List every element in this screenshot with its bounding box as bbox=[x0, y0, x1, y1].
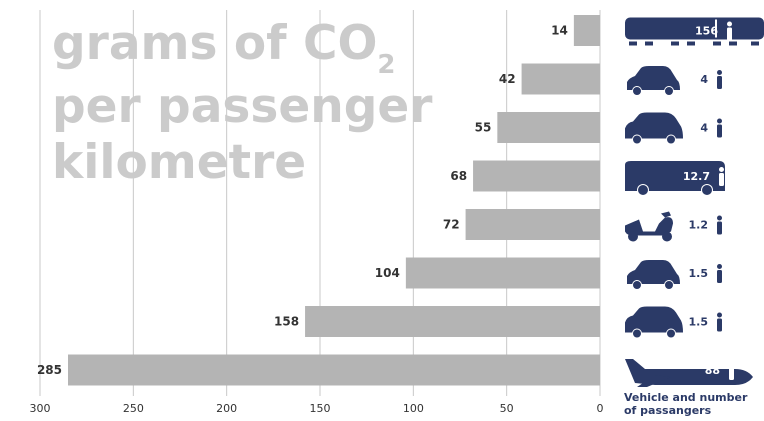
bar-value-label: 42 bbox=[499, 72, 516, 86]
x-tick-label: 100 bbox=[403, 402, 424, 415]
passenger-count: 1.2 bbox=[689, 219, 709, 232]
x-tick-label: 300 bbox=[30, 402, 51, 415]
bar bbox=[305, 306, 600, 337]
person-body bbox=[727, 27, 732, 41]
bar bbox=[405, 257, 600, 289]
bar bbox=[473, 160, 600, 192]
x-tick-label: 50 bbox=[500, 402, 514, 415]
vehicle-label: Vehicle and number of passangers bbox=[624, 391, 747, 417]
passenger-count: 88 bbox=[705, 364, 720, 377]
person-body bbox=[717, 270, 722, 283]
person-icon bbox=[717, 118, 722, 138]
bar-value-label: 55 bbox=[475, 121, 492, 135]
bar bbox=[573, 15, 600, 46]
passenger-count: 4 bbox=[700, 122, 708, 135]
person-icon bbox=[717, 312, 722, 332]
title-line-2: per passenger bbox=[52, 79, 433, 134]
x-tick-label: 250 bbox=[123, 402, 144, 415]
car-icon bbox=[625, 112, 683, 145]
bar-value-label: 158 bbox=[274, 315, 299, 329]
x-tick-label: 0 bbox=[597, 402, 604, 415]
bar bbox=[521, 63, 600, 95]
plane-icon bbox=[625, 359, 753, 387]
person-icon bbox=[717, 70, 722, 89]
vehicle-label-line-2: of passangers bbox=[624, 404, 712, 417]
small-car-icon bbox=[627, 260, 680, 290]
title-line-1: grams of CO bbox=[52, 16, 378, 71]
person-body bbox=[717, 124, 722, 138]
vehicle-label-line-1: Vehicle and number bbox=[624, 391, 748, 404]
person-head bbox=[717, 70, 722, 75]
person-head bbox=[717, 312, 722, 318]
passenger-count: 12.7 bbox=[683, 170, 710, 183]
car-icon bbox=[625, 306, 683, 339]
person-body bbox=[717, 221, 722, 235]
passenger-count: 4 bbox=[700, 73, 708, 86]
bar-value-label: 285 bbox=[37, 363, 62, 377]
person-head bbox=[717, 215, 722, 221]
person-body bbox=[717, 76, 722, 89]
bar-value-label: 72 bbox=[443, 218, 460, 232]
passenger-count: 1.5 bbox=[689, 267, 709, 280]
person-head bbox=[717, 264, 722, 269]
bar-value-label: 104 bbox=[375, 266, 400, 280]
bar-value-label: 68 bbox=[450, 169, 467, 183]
person-body bbox=[717, 318, 722, 332]
passenger-count: 156 bbox=[695, 25, 718, 38]
chart-title: grams of CO2 per passenger kilometre bbox=[52, 16, 432, 191]
bar-value-label: 14 bbox=[551, 24, 568, 38]
x-tick-label: 200 bbox=[216, 402, 237, 415]
person-icon bbox=[717, 215, 722, 235]
person-icon bbox=[717, 264, 722, 283]
person-head bbox=[729, 361, 734, 366]
person-icon bbox=[719, 167, 724, 186]
person-head bbox=[719, 167, 724, 172]
person-head bbox=[727, 21, 732, 27]
title-line-3: kilometre bbox=[52, 135, 307, 190]
person-icon bbox=[727, 21, 732, 41]
bar bbox=[465, 209, 600, 240]
person-head bbox=[717, 118, 722, 124]
bar bbox=[497, 112, 600, 143]
person-body bbox=[729, 367, 734, 380]
small-car-icon bbox=[627, 66, 680, 96]
bar bbox=[68, 354, 600, 386]
person-icon bbox=[729, 361, 734, 380]
title-subscript: 2 bbox=[377, 50, 396, 80]
person-body bbox=[719, 173, 724, 186]
x-tick-label: 150 bbox=[310, 402, 331, 415]
scooter-icon bbox=[625, 211, 673, 242]
passenger-count: 1.5 bbox=[689, 316, 709, 329]
bus-icon bbox=[625, 161, 725, 196]
